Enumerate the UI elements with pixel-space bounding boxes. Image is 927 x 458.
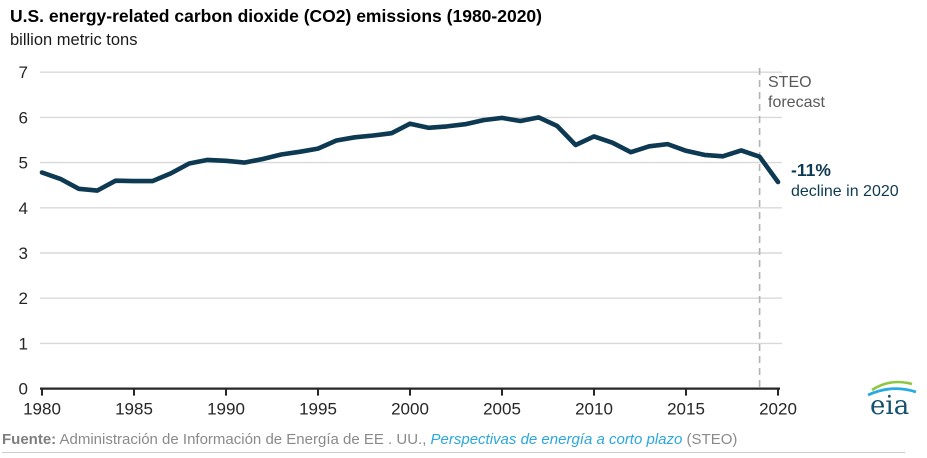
y-axis-tick-label-3: 3	[19, 244, 28, 263]
y-axis-tick-label-5: 5	[19, 154, 28, 173]
y-axis-tick-label-7: 7	[19, 63, 28, 82]
steo-forecast-annotation: STEO forecast	[768, 73, 825, 113]
source-footer: Fuente: Administración de Información de…	[2, 431, 905, 453]
x-axis-tick-label-1985: 1985	[115, 400, 153, 419]
eia-logo-green-arc	[871, 380, 913, 392]
decline-label-annotation: decline in 2020	[791, 183, 899, 200]
steo-report-link[interactable]: Perspectivas de energía a corto plazo	[430, 431, 683, 448]
eia-logo: eia	[867, 380, 917, 420]
x-axis-tick-label-1980: 1980	[23, 400, 61, 419]
x-axis-tick-label-2020: 2020	[759, 400, 797, 419]
y-axis-tick-label-6: 6	[19, 108, 28, 127]
y-axis-tick-label-0: 0	[19, 380, 28, 399]
x-axis-tick-label-1995: 1995	[299, 400, 337, 419]
co2-emissions-data-line	[39, 115, 781, 193]
x-axis-tick-label-1990: 1990	[207, 400, 245, 419]
eia-logo-text: eia	[870, 391, 909, 420]
y-axis-tick-label-1: 1	[19, 334, 28, 353]
x-axis-tick-label-2005: 2005	[483, 400, 521, 419]
x-axis-tick-label-2000: 2000	[391, 400, 429, 419]
source-text: Administración de Información de Energía…	[56, 431, 431, 448]
source-label: Fuente:	[2, 431, 57, 448]
x-axis-tick-label-2015: 2015	[667, 400, 705, 419]
decline-percent-annotation: -11%	[791, 160, 831, 180]
chart-units-subtitle: billion metric tons	[10, 31, 138, 49]
source-suffix: (STEO)	[682, 431, 738, 448]
eia-logo-blue-arc	[867, 387, 917, 397]
chart-title: U.S. energy-related carbon dioxide (CO2)…	[10, 6, 542, 26]
y-axis-tick-label-4: 4	[19, 199, 28, 218]
steo-forecast-annotation-line1: STEO	[768, 74, 812, 91]
y-axis-tick-label-2: 2	[19, 289, 28, 308]
x-axis-tick-label-2010: 2010	[575, 400, 613, 419]
steo-forecast-annotation-line2: forecast	[768, 94, 825, 111]
